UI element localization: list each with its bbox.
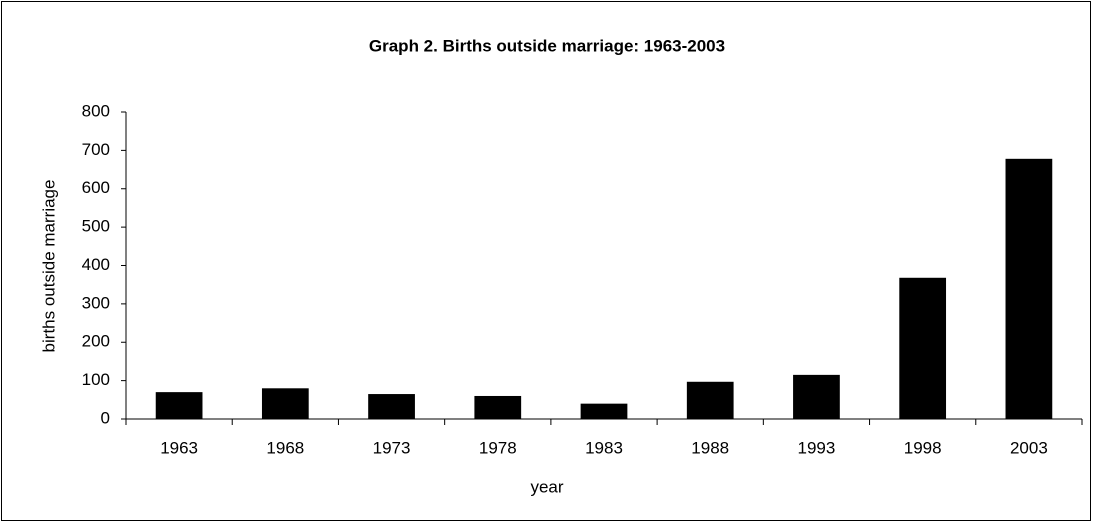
x-tick-label: 1983 <box>585 438 623 457</box>
y-tick-label: 800 <box>82 101 110 120</box>
bar <box>474 395 522 419</box>
x-tick-label: 1978 <box>479 438 517 457</box>
y-axis-label: births outside marriage <box>39 180 58 353</box>
x-tick-label: 1993 <box>798 438 836 457</box>
bar <box>1005 158 1053 419</box>
y-tick-label: 500 <box>82 217 110 236</box>
y-tick-label: 400 <box>82 255 110 274</box>
chart-title: Graph 2. Births outside marriage: 1963-2… <box>369 36 725 55</box>
y-tick-label: 600 <box>82 178 110 197</box>
bar <box>793 374 840 419</box>
chart-frame <box>1 1 1091 521</box>
bar <box>580 403 628 419</box>
y-tick-label: 700 <box>82 140 110 159</box>
y-tick-label: 100 <box>82 370 110 389</box>
x-tick-label: 1973 <box>373 438 411 457</box>
bar <box>686 381 734 419</box>
y-tick-label: 200 <box>82 332 110 351</box>
y-tick-label: 300 <box>82 293 110 312</box>
x-tick-label: 1968 <box>266 438 304 457</box>
x-tick-label: 1963 <box>160 438 198 457</box>
bar <box>368 394 415 419</box>
bar <box>261 388 309 419</box>
x-tick-label: 1988 <box>691 438 729 457</box>
y-tick-label: 0 <box>101 408 110 427</box>
x-tick-label: 2003 <box>1010 438 1048 457</box>
x-tick-label: 1998 <box>904 438 942 457</box>
bar <box>155 392 203 419</box>
bar <box>899 277 947 419</box>
x-axis-label: year <box>530 477 563 496</box>
